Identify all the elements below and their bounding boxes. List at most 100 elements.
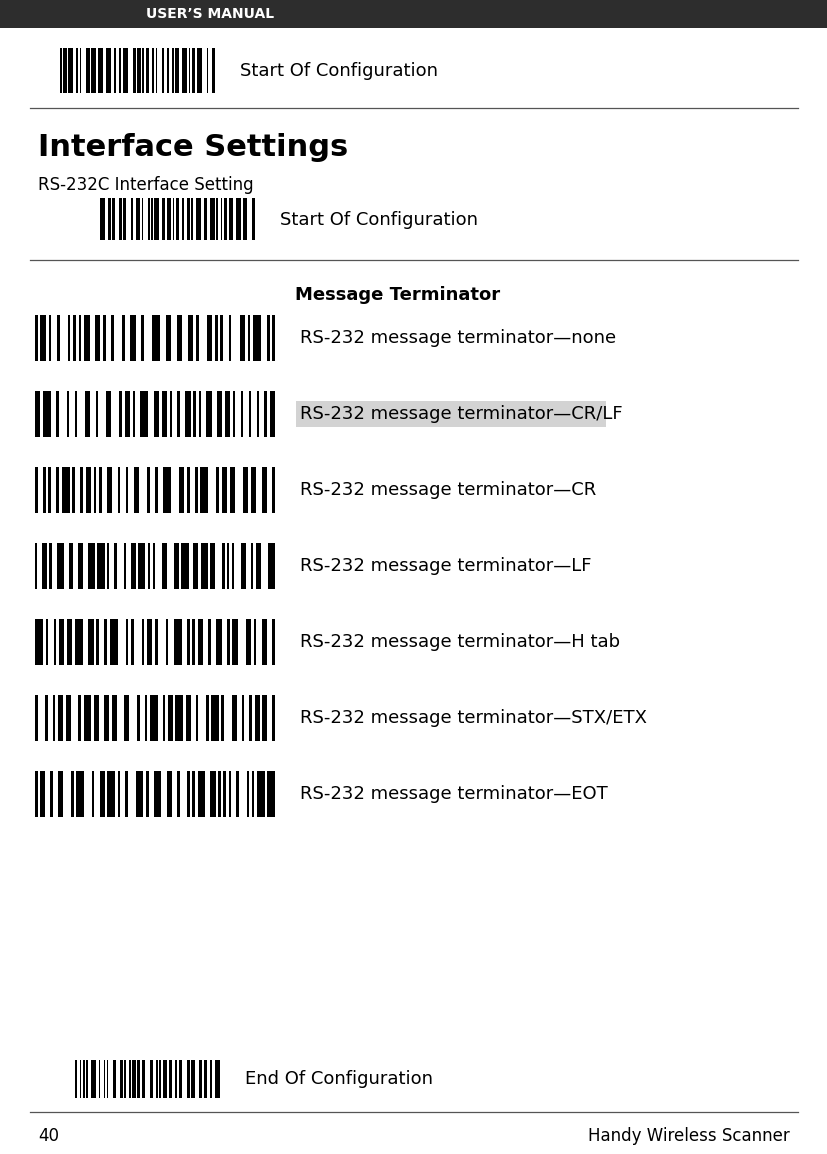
Bar [146, 771, 148, 817]
Bar [63, 48, 66, 93]
Bar [182, 198, 184, 240]
Bar [79, 1061, 81, 1097]
Bar [224, 198, 227, 240]
Bar [123, 198, 127, 240]
Bar [106, 48, 111, 93]
Text: 40: 40 [38, 1127, 59, 1145]
Bar [88, 619, 93, 665]
Bar [161, 391, 167, 437]
Bar [114, 48, 116, 93]
Bar [221, 695, 223, 741]
Bar [179, 1061, 182, 1097]
Bar [227, 544, 229, 589]
Bar [217, 391, 222, 437]
Bar [173, 198, 174, 240]
Bar [167, 48, 169, 93]
Bar [131, 315, 136, 361]
Bar [195, 467, 198, 514]
Bar [236, 771, 238, 817]
Bar [175, 48, 179, 93]
Bar [75, 1061, 77, 1097]
Bar [41, 771, 45, 817]
Bar [200, 467, 208, 514]
Bar [141, 391, 148, 437]
Bar [54, 619, 56, 665]
Bar [84, 315, 89, 361]
Bar [152, 544, 155, 589]
Bar [88, 544, 95, 589]
Bar [35, 771, 37, 817]
Bar [126, 619, 128, 665]
Bar [79, 48, 81, 93]
Bar [103, 315, 106, 361]
Text: End Of Configuration: End Of Configuration [245, 1070, 433, 1088]
Bar [177, 315, 182, 361]
Bar [196, 695, 198, 741]
Bar [215, 315, 218, 361]
Bar [67, 619, 72, 665]
Bar [237, 198, 241, 240]
Bar [162, 1061, 167, 1097]
Bar [56, 391, 59, 437]
Bar [131, 544, 136, 589]
Bar [192, 619, 195, 665]
Bar [132, 391, 135, 437]
Bar [267, 544, 275, 589]
Bar [197, 48, 202, 93]
Bar [232, 619, 237, 665]
Bar [210, 198, 214, 240]
Bar [187, 198, 189, 240]
Bar [254, 695, 260, 741]
Text: Handy Wireless Scanner: Handy Wireless Scanner [587, 1127, 789, 1145]
Bar [251, 198, 255, 240]
Bar [256, 771, 265, 817]
Bar [216, 198, 218, 240]
Bar [182, 48, 187, 93]
Bar [272, 695, 275, 741]
Bar [112, 695, 117, 741]
Bar [35, 467, 37, 514]
Bar [50, 544, 52, 589]
Bar [80, 467, 83, 514]
Bar [185, 391, 190, 437]
Bar [78, 544, 83, 589]
Bar [166, 198, 171, 240]
Bar [196, 315, 198, 361]
Bar [272, 619, 275, 665]
Bar [43, 467, 45, 514]
Bar [246, 619, 251, 665]
Bar [210, 544, 215, 589]
Bar [188, 315, 193, 361]
Bar [150, 1061, 153, 1097]
Bar [72, 467, 75, 514]
Bar [229, 467, 235, 514]
Bar [266, 315, 270, 361]
Bar [86, 1061, 88, 1097]
Bar [68, 48, 73, 93]
Bar [253, 315, 261, 361]
Bar [35, 315, 38, 361]
Bar [79, 695, 81, 741]
Bar [59, 619, 65, 665]
Bar [45, 619, 48, 665]
Bar [228, 315, 231, 361]
Bar [174, 619, 181, 665]
Bar [181, 544, 189, 589]
Bar [148, 544, 150, 589]
Bar [104, 619, 107, 665]
Bar [131, 619, 133, 665]
Bar [95, 315, 100, 361]
Bar [136, 771, 143, 817]
Bar [172, 48, 174, 93]
Bar [192, 48, 195, 93]
Bar [85, 467, 91, 514]
Text: RS-232 message terminator—EOT: RS-232 message terminator—EOT [299, 785, 607, 803]
Bar [162, 544, 167, 589]
Bar [221, 198, 222, 240]
Bar [74, 391, 77, 437]
Bar [222, 467, 227, 514]
Bar [131, 198, 132, 240]
Bar [93, 467, 96, 514]
Bar [119, 48, 121, 93]
Bar [125, 391, 130, 437]
